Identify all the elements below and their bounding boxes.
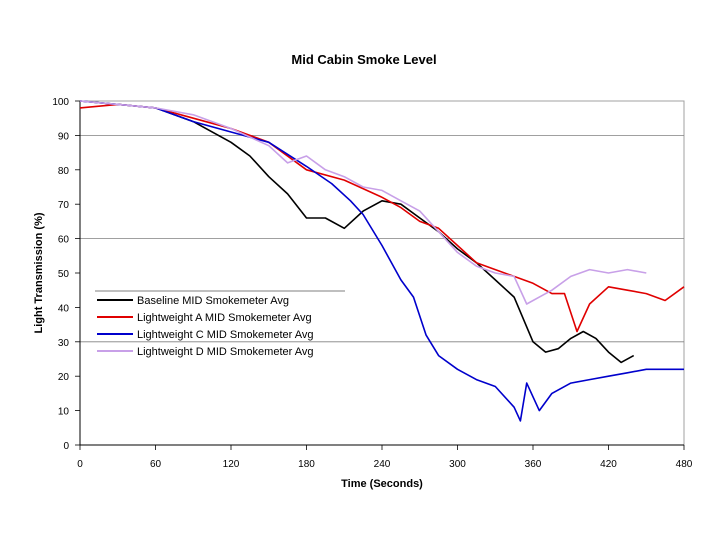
y-axis-label: Light Transmission (%) [33, 212, 45, 333]
legend-item-baseline: Baseline MID Smokemeter Avg [97, 295, 289, 307]
y-tick-label: 50 [58, 269, 70, 280]
y-tick-label: 70 [58, 200, 70, 211]
legend-label-baseline: Baseline MID Smokemeter Avg [137, 295, 289, 307]
x-tick-label: 60 [150, 459, 162, 470]
y-tick-label: 80 [58, 166, 70, 177]
series-line-3 [79, 100, 647, 305]
series-line-0 [79, 100, 635, 364]
y-tick-label: 90 [58, 131, 70, 142]
x-tick-label: 240 [374, 459, 391, 470]
series-line-2 [79, 100, 684, 422]
legend-label-lightweight-d: Lightweight D MID Smokemeter Avg [137, 346, 313, 358]
chart-title: Mid Cabin Smoke Level [291, 52, 436, 67]
x-axis-label: Time (Seconds) [341, 478, 423, 490]
y-tick-label: 100 [52, 97, 69, 108]
x-tick-label: 300 [449, 459, 466, 470]
legend: Baseline MID Smokemeter Avg Lightweight … [95, 290, 345, 358]
x-tick-label: 180 [298, 459, 315, 470]
x-tick-label: 420 [600, 459, 617, 470]
y-tick-label: 0 [63, 441, 69, 452]
y-tick-label: 20 [58, 372, 70, 383]
grid-lines [80, 134, 684, 343]
y-tick-label: 40 [58, 303, 70, 314]
y-tick-label: 10 [58, 407, 70, 418]
x-tick-label: 360 [525, 459, 542, 470]
plot-area [79, 100, 685, 446]
legend-item-lightweight-a: Lightweight A MID Smokemeter Avg [97, 312, 312, 324]
y-tick-label: 30 [58, 338, 70, 349]
legend-item-lightweight-d: Lightweight D MID Smokemeter Avg [97, 346, 313, 358]
x-tick-label: 480 [676, 459, 693, 470]
x-tick-label: 0 [77, 459, 83, 470]
x-axis-ticks: 0 60 120 180 240 300 360 420 480 [77, 101, 693, 470]
legend-label-lightweight-c: Lightweight C MID Smokemeter Avg [137, 329, 313, 341]
y-tick-label: 60 [58, 235, 70, 246]
legend-label-lightweight-a: Lightweight A MID Smokemeter Avg [137, 312, 312, 324]
series-lines [79, 100, 685, 422]
x-tick-label: 120 [223, 459, 240, 470]
legend-item-lightweight-c: Lightweight C MID Smokemeter Avg [97, 329, 313, 341]
y-axis-ticks: 0 10 20 30 40 50 60 70 80 90 100 [52, 97, 80, 452]
